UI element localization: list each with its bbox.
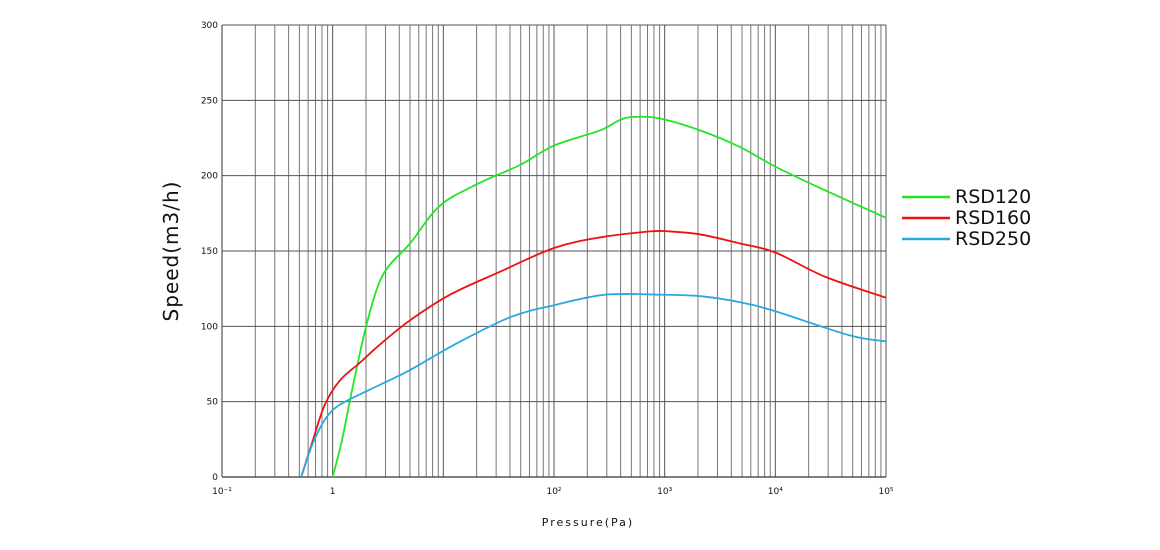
legend: RSD120 RSD160 RSD250 [902,186,1031,250]
legend-label-rsd120: RSD120 [955,186,1031,208]
x-tick-label: 10³ [657,487,672,497]
series-line-rsd250 [300,292,887,478]
grid [221,24,887,478]
y-axis-label: Speed(m3/h) [159,181,183,322]
x-axis-label: Pressure(Pa) [542,516,634,529]
y-tick-labels: 0 50 100 150 200 250 300 [201,21,218,483]
y-tick-label: 150 [201,247,218,257]
x-tick-label: 10⁻¹ [212,487,232,497]
series-lines [300,115,887,478]
x-tick-label: 10⁴ [768,487,783,497]
y-tick-label: 0 [212,473,218,483]
y-tick-label: 300 [201,21,218,31]
legend-label-rsd160: RSD160 [955,207,1031,229]
series-line-rsd160 [300,229,887,478]
y-tick-label: 200 [201,172,218,182]
x-tick-label: 10² [546,487,561,497]
x-tick-label: 10⁵ [878,487,893,497]
y-tick-label: 50 [207,398,219,408]
x-tick-labels: 10⁻¹ 1 10² 10³ 10⁴ 10⁵ [212,487,894,497]
y-tick-label: 100 [201,322,218,332]
x-tick-label: 1 [330,487,336,497]
legend-label-rsd250: RSD250 [955,228,1031,250]
y-tick-label: 250 [201,96,218,106]
series-line-rsd120 [331,115,887,478]
